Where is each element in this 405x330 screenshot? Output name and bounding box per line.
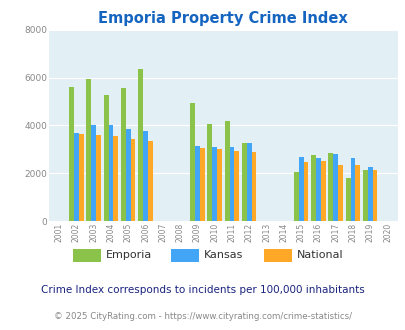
Bar (113, 136, 118, 221)
Title: Emporia Property Crime Index: Emporia Property Crime Index (98, 11, 347, 26)
Bar (328, 153, 333, 221)
Bar (367, 167, 372, 221)
Bar (372, 170, 377, 221)
Bar (345, 178, 350, 221)
Bar (310, 155, 315, 221)
Text: Emporia: Emporia (106, 250, 152, 260)
Bar (194, 146, 199, 221)
Bar (320, 161, 325, 221)
Bar (126, 129, 130, 221)
Bar (79, 134, 83, 221)
Bar (143, 131, 147, 221)
Bar (138, 69, 143, 221)
Bar (246, 143, 251, 221)
Bar (91, 125, 96, 221)
Bar (251, 152, 256, 221)
Bar (293, 172, 298, 221)
Text: National: National (296, 250, 343, 260)
Bar (212, 147, 217, 221)
Bar (362, 170, 367, 221)
Bar (108, 125, 113, 221)
Bar (199, 148, 204, 221)
Bar (350, 158, 354, 221)
Text: © 2025 CityRating.com - https://www.cityrating.com/crime-statistics/: © 2025 CityRating.com - https://www.city… (54, 312, 351, 321)
Text: Kansas: Kansas (203, 250, 243, 260)
Bar (224, 121, 229, 221)
Bar (217, 149, 222, 221)
Bar (354, 165, 359, 221)
Bar (337, 165, 342, 221)
Bar (229, 147, 234, 221)
Bar (96, 135, 101, 221)
Bar (207, 124, 212, 221)
Bar (130, 139, 135, 221)
Text: Crime Index corresponds to incidents per 100,000 inhabitants: Crime Index corresponds to incidents per… (41, 285, 364, 295)
Bar (147, 141, 152, 221)
Bar (86, 79, 91, 221)
Bar (303, 162, 307, 221)
Bar (121, 88, 126, 221)
Bar (241, 143, 246, 221)
Bar (103, 95, 108, 221)
Bar (315, 158, 320, 221)
Bar (190, 103, 194, 221)
Bar (69, 87, 74, 221)
Bar (234, 150, 239, 221)
Bar (74, 133, 79, 221)
Bar (298, 156, 303, 221)
Bar (333, 154, 337, 221)
